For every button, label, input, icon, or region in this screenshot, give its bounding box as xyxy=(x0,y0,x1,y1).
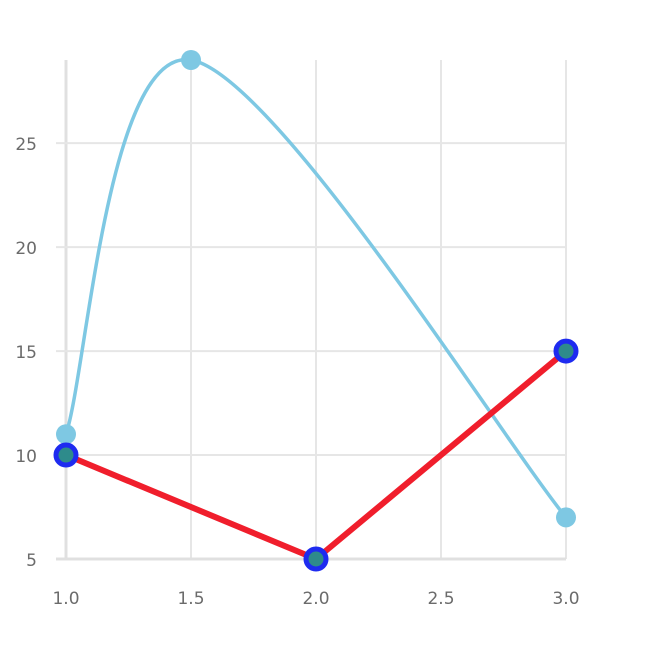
data-point xyxy=(553,338,579,364)
y-tick-label: 5 xyxy=(26,551,37,571)
data-point xyxy=(53,442,79,468)
y-tick-label: 20 xyxy=(15,239,37,259)
x-tick-label: 1.5 xyxy=(177,589,204,609)
data-point xyxy=(181,50,201,70)
x-tick-label: 2.0 xyxy=(302,589,329,609)
data-point xyxy=(303,546,329,572)
y-tick-label: 15 xyxy=(15,343,37,363)
series-2 xyxy=(53,338,579,572)
tick-labels: 1.0 1.5 2.0 2.5 3.0 5 10 15 20 25 xyxy=(15,135,579,609)
y-tick-label: 10 xyxy=(15,447,37,467)
data-point xyxy=(56,424,76,445)
y-tick-label: 25 xyxy=(15,135,37,155)
x-tick-label: 3.0 xyxy=(552,589,579,609)
data-point xyxy=(556,507,576,528)
x-tick-label: 2.5 xyxy=(427,589,454,609)
series-layer xyxy=(53,50,579,572)
x-tick-label: 1.0 xyxy=(52,589,79,609)
series-1 xyxy=(56,50,576,528)
